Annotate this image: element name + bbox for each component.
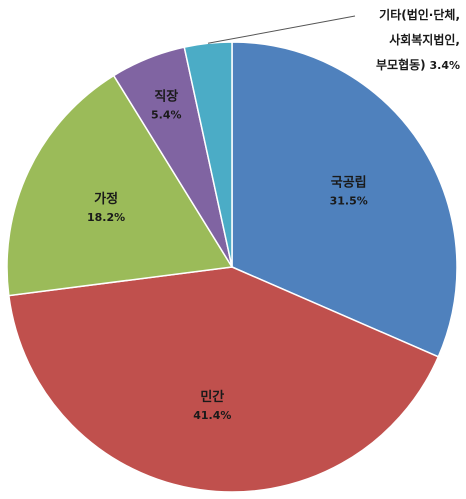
- pie-slice: [7, 266, 440, 493]
- slice-label: 국공립: [331, 176, 367, 191]
- slice-value-label: 31.5%: [330, 195, 368, 208]
- leader-line: [207, 15, 356, 44]
- pie-slice: [183, 41, 233, 268]
- slice-value-label: 18.2%: [87, 211, 125, 224]
- pie-labels: 국공립 31.5% 민간 41.4% 가정 18.2% 직장 5.4% 기타(법인·단체, 사회복…: [87, 7, 460, 422]
- slice-label: 민간: [200, 389, 224, 405]
- slice-label: 기타(법인·단체, 사회복지법인, 부모협동) 3.4%: [376, 7, 460, 72]
- slice-value-label: 5.4%: [151, 108, 182, 121]
- slice-label: 가정: [94, 191, 118, 207]
- slice-value-label: 3.4%: [426, 59, 460, 72]
- pie-slice: [6, 74, 234, 297]
- slice-label: 직장: [154, 88, 178, 104]
- pie-slice: [231, 41, 458, 358]
- slice-value-label: 41.4%: [193, 409, 231, 422]
- pie-slices: [6, 41, 458, 493]
